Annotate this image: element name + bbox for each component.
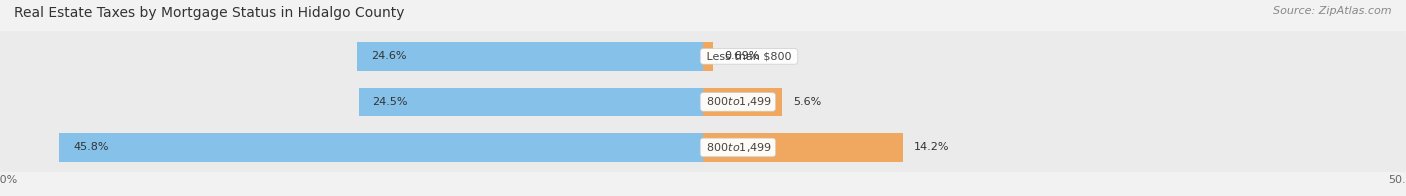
FancyBboxPatch shape [0, 109, 1406, 186]
FancyBboxPatch shape [0, 64, 1406, 140]
Bar [703, 42, 713, 71]
Bar [59, 133, 703, 162]
Text: Real Estate Taxes by Mortgage Status in Hidalgo County: Real Estate Taxes by Mortgage Status in … [14, 6, 405, 20]
Text: 24.6%: 24.6% [371, 51, 406, 61]
Text: 0.69%: 0.69% [724, 51, 759, 61]
Text: 5.6%: 5.6% [793, 97, 821, 107]
Text: Source: ZipAtlas.com: Source: ZipAtlas.com [1274, 6, 1392, 16]
Text: 45.8%: 45.8% [73, 142, 108, 152]
Bar [357, 42, 703, 71]
Text: 14.2%: 14.2% [914, 142, 949, 152]
FancyBboxPatch shape [0, 18, 1406, 95]
Text: $800 to $1,499: $800 to $1,499 [703, 95, 773, 108]
Bar [359, 88, 703, 116]
Bar [703, 133, 903, 162]
Bar [703, 88, 782, 116]
Text: Less than $800: Less than $800 [703, 51, 794, 61]
Text: $800 to $1,499: $800 to $1,499 [703, 141, 773, 154]
Text: 24.5%: 24.5% [373, 97, 408, 107]
